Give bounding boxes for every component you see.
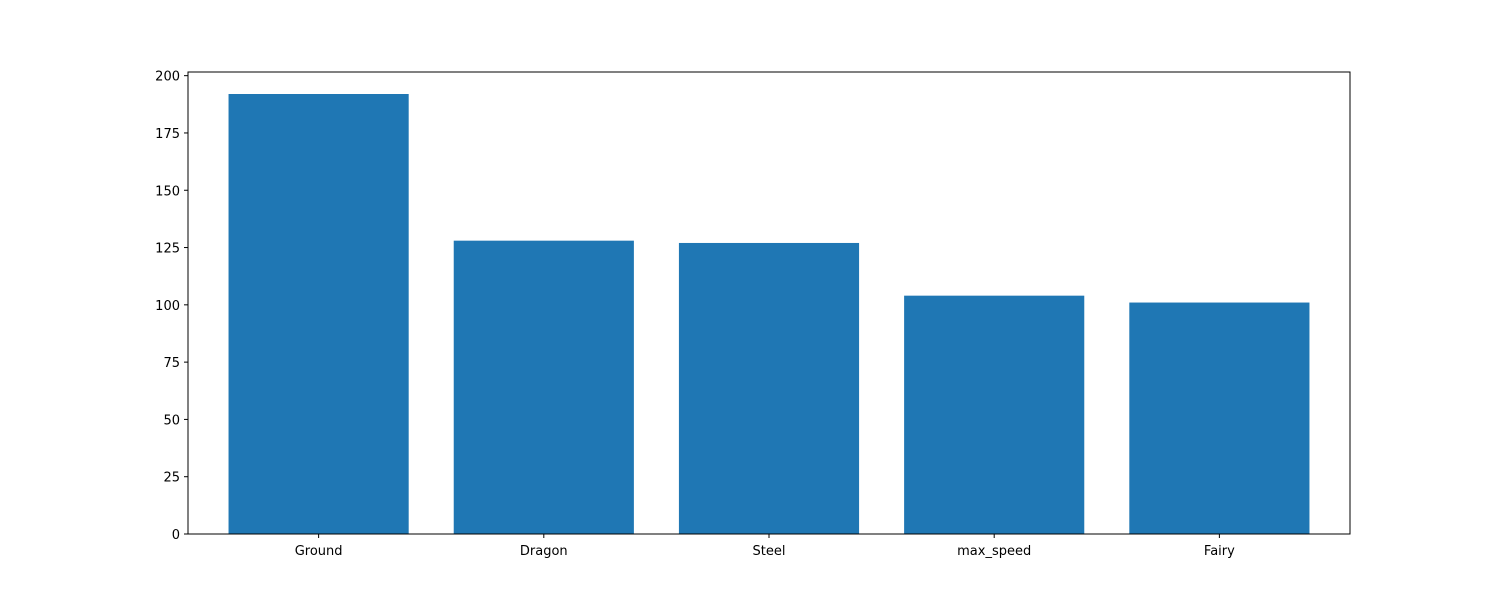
y-tick-label: 50: [163, 413, 180, 428]
bar-max-speed: [904, 295, 1085, 534]
y-tick-label: 25: [163, 471, 180, 486]
x-tick-label: Dragon: [520, 544, 568, 559]
y-tick-label: 125: [155, 242, 180, 257]
bar-dragon: [453, 240, 634, 534]
bar-fairy: [1129, 302, 1310, 534]
bar-ground: [228, 94, 409, 534]
y-tick-label: 175: [155, 127, 180, 142]
y-axis: 0 25 50 75 100 125 150 175 200: [155, 70, 188, 543]
x-tick-label: Ground: [295, 544, 343, 559]
x-tick-label: Steel: [753, 544, 786, 559]
y-tick-label: 75: [163, 356, 180, 371]
y-tick-label: 150: [155, 184, 180, 199]
y-tick-label: 200: [155, 70, 180, 85]
bars-group: [228, 94, 1310, 535]
x-tick-label: max_speed: [957, 544, 1031, 559]
x-tick-label: Fairy: [1204, 544, 1235, 559]
y-tick-label: 0: [172, 528, 180, 543]
bar-steel: [678, 242, 860, 535]
y-tick-label: 100: [155, 299, 180, 314]
plot-frame: [187, 71, 1351, 535]
x-axis: Ground Dragon Steel max_speed Fairy: [295, 534, 1235, 559]
